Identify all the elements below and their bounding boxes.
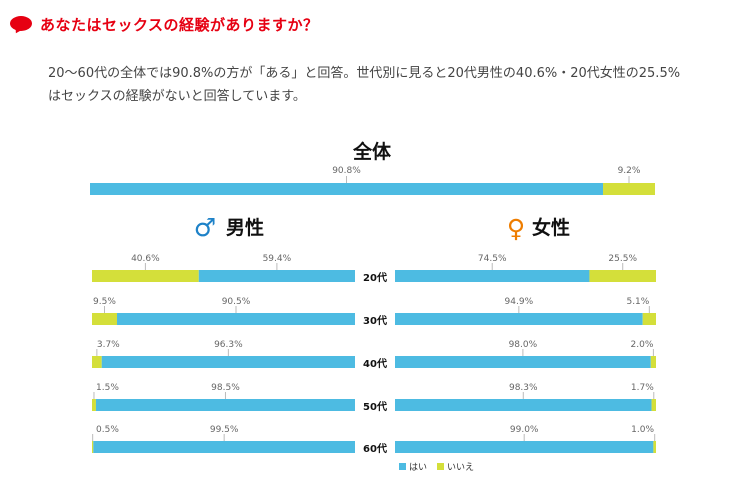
female-no-label: 1.0% xyxy=(631,425,654,435)
female-yes-label: 74.5% xyxy=(478,254,507,264)
female-yes-label: 99.0% xyxy=(510,425,539,435)
female-yes-bar xyxy=(395,313,643,325)
male-no-bar xyxy=(92,356,102,368)
legend-label-no: いいえ xyxy=(447,462,474,473)
overall-no-bar xyxy=(603,183,655,195)
page-title: あなたはセックスの経験がありますか？ xyxy=(40,16,319,34)
male-no-bar xyxy=(92,441,94,453)
age-label: 40代 xyxy=(363,357,387,370)
male-no-label: 1.5% xyxy=(96,383,119,393)
female-yes-label: 94.9% xyxy=(505,297,534,307)
page-description: 20～60代の全体では90.8%の方が「ある」と回答。世代別に見ると20代男性の… xyxy=(48,66,681,104)
overall-no-label: 9.2% xyxy=(618,166,641,176)
male-yes-label: 96.3% xyxy=(214,340,243,350)
male-yes-bar xyxy=(93,441,355,453)
female-no-label: 25.5% xyxy=(608,254,637,264)
male-no-bar xyxy=(92,313,117,325)
female-yes-label: 98.0% xyxy=(509,340,538,350)
female-yes-bar xyxy=(395,399,652,411)
female-yes-label: 98.3% xyxy=(509,383,538,393)
female-yes-bar xyxy=(395,356,651,368)
age-label: 50代 xyxy=(363,400,387,413)
female-no-label: 1.7% xyxy=(631,383,654,393)
female-yes-bar xyxy=(395,270,590,282)
female-icon: ♀ xyxy=(507,214,525,243)
male-yes-label: 59.4% xyxy=(263,254,292,264)
male-no-label: 9.5% xyxy=(93,297,116,307)
female-title: 女性 xyxy=(532,216,570,239)
male-no-label: 3.7% xyxy=(97,340,120,350)
female-no-bar xyxy=(589,270,656,282)
speech-bubble-icon xyxy=(10,15,32,35)
legend-swatch-no xyxy=(437,463,444,470)
male-yes-label: 99.5% xyxy=(210,425,239,435)
legend-label-yes: はい xyxy=(409,462,427,473)
male-icon: ♂ xyxy=(194,213,216,242)
female-no-label: 5.1% xyxy=(626,297,649,307)
female-no-bar xyxy=(642,313,656,325)
female-no-bar xyxy=(651,399,656,411)
male-no-bar xyxy=(92,270,199,282)
male-no-label: 40.6% xyxy=(131,254,160,264)
male-yes-bar xyxy=(101,356,355,368)
male-title: 男性 xyxy=(226,216,264,239)
male-no-label: 0.5% xyxy=(96,425,119,435)
female-no-bar xyxy=(650,356,656,368)
age-label: 30代 xyxy=(363,314,387,327)
overall-yes-label: 90.8% xyxy=(332,166,361,176)
legend-swatch-yes xyxy=(399,463,406,470)
male-yes-bar xyxy=(95,399,355,411)
male-yes-label: 90.5% xyxy=(222,297,251,307)
overall-yes-bar xyxy=(90,183,604,195)
age-label: 60代 xyxy=(363,442,387,455)
age-label: 20代 xyxy=(363,271,387,284)
male-yes-bar xyxy=(198,270,355,282)
female-no-bar xyxy=(653,441,656,453)
overall-title: 全体 xyxy=(352,140,392,163)
female-no-label: 2.0% xyxy=(631,340,654,350)
female-yes-bar xyxy=(395,441,654,453)
male-yes-label: 98.5% xyxy=(211,383,240,393)
page-header: あなたはセックスの経験がありますか？ xyxy=(10,14,319,35)
male-no-bar xyxy=(92,399,96,411)
male-yes-bar xyxy=(116,313,355,325)
